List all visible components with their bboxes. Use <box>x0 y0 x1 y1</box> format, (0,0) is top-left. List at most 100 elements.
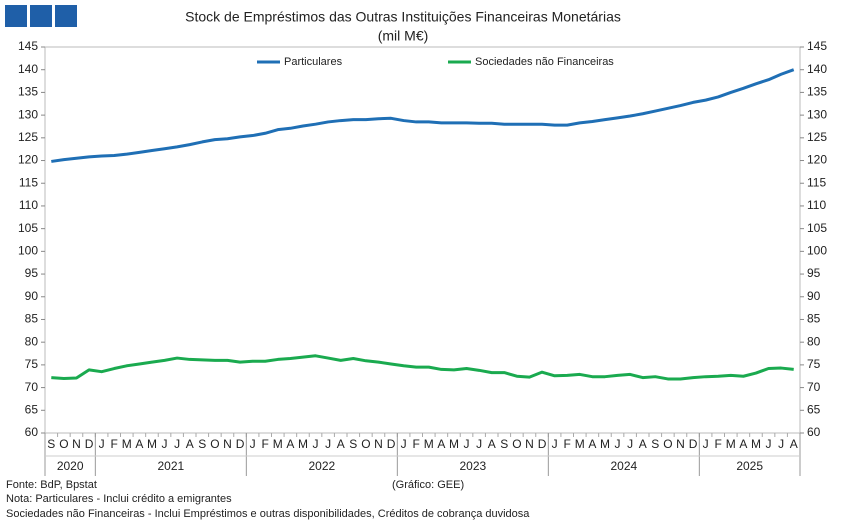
x-tick-label: F <box>111 437 118 451</box>
x-tick-label: J <box>313 437 319 451</box>
y-tick-label: 115 <box>19 175 38 189</box>
x-tick-label: J <box>766 437 772 451</box>
y-tick-label: 125 <box>18 130 38 144</box>
x-tick-label: S <box>198 437 206 451</box>
y2-tick-label: 60 <box>807 425 821 439</box>
source: (Gráfico: GEE) <box>392 479 464 491</box>
y-tick-label: 85 <box>25 312 39 326</box>
y-tick-label: 95 <box>25 266 39 280</box>
year-label: 2023 <box>459 459 486 473</box>
y2-tick-label: 80 <box>807 334 821 348</box>
x-tick-label: A <box>337 437 345 451</box>
y2-tick-label: 75 <box>807 357 821 371</box>
x-tick-label: A <box>790 437 798 451</box>
x-tick-label: D <box>85 437 94 451</box>
y2-tick-label: 135 <box>807 85 827 99</box>
x-tick-label: S <box>349 437 357 451</box>
x-tick-label: F <box>564 437 571 451</box>
x-tick-label: A <box>739 437 747 451</box>
x-tick-label: J <box>174 437 180 451</box>
x-tick-label: A <box>588 437 596 451</box>
x-tick-label: J <box>401 437 407 451</box>
x-tick-label: M <box>575 437 585 451</box>
series-line <box>51 68 795 163</box>
x-tick-label: J <box>162 437 168 451</box>
x-tick-label: O <box>512 437 521 451</box>
x-tick-label: J <box>99 437 105 451</box>
y2-tick-label: 115 <box>807 175 826 189</box>
x-tick-label: N <box>223 437 232 451</box>
x-tick-label: A <box>135 437 143 451</box>
legend-label: Particulares <box>284 56 343 68</box>
x-tick-label: O <box>210 437 219 451</box>
x-tick-label: O <box>663 437 672 451</box>
x-tick-label: D <box>387 437 396 451</box>
chart-title: Stock de Empréstimos das Outras Institui… <box>185 9 621 25</box>
x-tick-label: S <box>500 437 508 451</box>
logo-square <box>30 5 52 27</box>
y-tick-label: 70 <box>25 380 39 394</box>
x-tick-label: O <box>59 437 68 451</box>
y-tick-label: 110 <box>19 198 38 212</box>
series-line <box>51 354 794 381</box>
x-tick-label: N <box>676 437 685 451</box>
x-tick-label: D <box>236 437 245 451</box>
x-tick-label: D <box>538 437 547 451</box>
y2-tick-label: 105 <box>807 221 827 235</box>
y2-tick-label: 70 <box>807 380 821 394</box>
x-tick-label: M <box>751 437 761 451</box>
y2-tick-label: 120 <box>807 153 827 167</box>
y-tick-label: 65 <box>25 402 39 416</box>
x-tick-label: J <box>552 437 558 451</box>
chart-subtitle: (mil M€) <box>378 28 429 44</box>
y2-tick-label: 110 <box>807 198 826 212</box>
y-tick-label: 105 <box>18 221 38 235</box>
x-tick-label: N <box>374 437 383 451</box>
x-tick-label: J <box>250 437 256 451</box>
x-tick-label: F <box>715 437 722 451</box>
x-tick-label: M <box>449 437 459 451</box>
x-tick-label: A <box>639 437 647 451</box>
x-tick-label: M <box>600 437 610 451</box>
note: Fonte: BdP, Bpstat <box>6 479 97 491</box>
logo-square <box>5 5 27 27</box>
x-tick-label: J <box>464 437 470 451</box>
y-tick-label: 100 <box>18 244 38 258</box>
y-tick-label: 120 <box>18 153 38 167</box>
x-tick-label: J <box>325 437 331 451</box>
y2-tick-label: 100 <box>807 244 827 258</box>
x-tick-label: M <box>147 437 157 451</box>
y2-tick-label: 130 <box>807 107 827 121</box>
y-tick-label: 140 <box>18 62 38 76</box>
note: Sociedades não Financeiras - Inclui Empr… <box>6 508 530 520</box>
year-label: 2025 <box>736 459 763 473</box>
y-tick-label: 75 <box>25 357 39 371</box>
y-tick-label: 90 <box>25 289 39 303</box>
x-tick-label: M <box>273 437 283 451</box>
y2-tick-label: 65 <box>807 402 821 416</box>
y2-tick-label: 145 <box>807 39 827 53</box>
y2-tick-label: 140 <box>807 62 827 76</box>
x-tick-label: A <box>437 437 445 451</box>
x-tick-label: J <box>615 437 621 451</box>
y2-tick-label: 85 <box>807 312 821 326</box>
x-tick-label: J <box>476 437 482 451</box>
x-tick-label: F <box>413 437 420 451</box>
x-tick-label: N <box>72 437 81 451</box>
x-tick-label: A <box>286 437 294 451</box>
y2-tick-label: 125 <box>807 130 827 144</box>
x-tick-label: S <box>651 437 659 451</box>
x-tick-label: M <box>122 437 132 451</box>
note: Nota: Particulares - Inclui crédito a em… <box>6 493 232 505</box>
y-tick-label: 135 <box>18 85 38 99</box>
x-tick-label: J <box>778 437 784 451</box>
x-tick-label: M <box>424 437 434 451</box>
year-label: 2020 <box>57 459 84 473</box>
x-tick-label: F <box>262 437 269 451</box>
year-label: 2021 <box>157 459 184 473</box>
x-tick-label: A <box>488 437 496 451</box>
x-tick-label: S <box>47 437 55 451</box>
y-tick-label: 130 <box>18 107 38 121</box>
y-tick-label: 60 <box>25 425 39 439</box>
year-label: 2022 <box>308 459 335 473</box>
